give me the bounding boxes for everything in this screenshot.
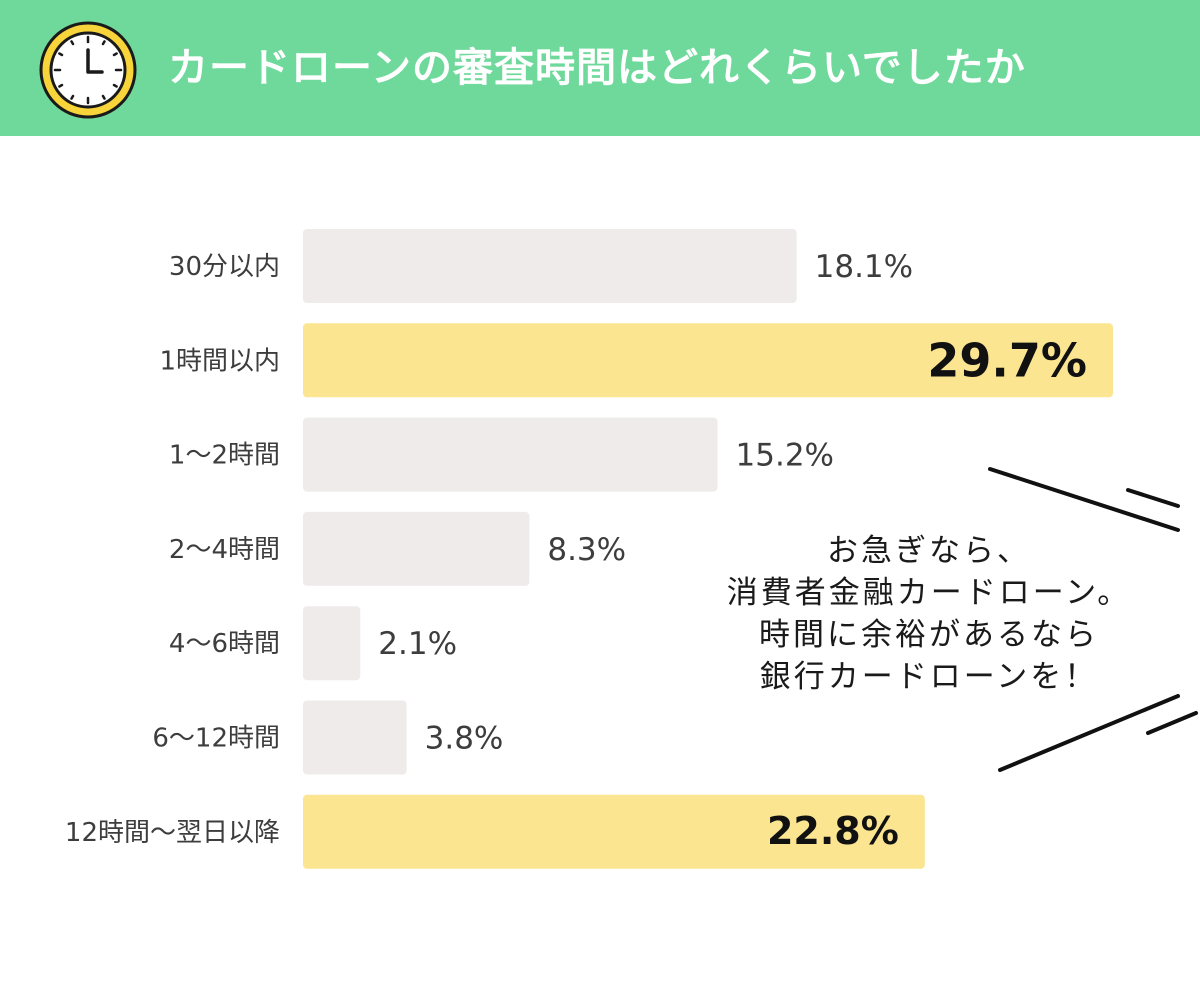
category-label: 1時間以内	[159, 346, 280, 376]
value-label: 22.8%	[767, 809, 899, 853]
bar	[303, 229, 797, 303]
category-label: 30分以内	[169, 252, 280, 282]
chart-title: カードローンの審査時間はどれくらいでしたか	[168, 45, 1026, 91]
bar	[303, 511, 530, 586]
header-banner: カードローンの審査時間はどれくらいでしたか	[0, 0, 1200, 136]
category-label: 12時間〜翌日以降	[65, 818, 280, 848]
value-label: 29.7%	[927, 333, 1087, 387]
category-label: 1〜2時間	[169, 441, 280, 471]
value-label: 8.3%	[547, 532, 626, 568]
bar	[303, 606, 361, 681]
bar	[303, 417, 718, 492]
callout-line: 銀行カードローンを！	[759, 659, 1099, 695]
callout-line: 時間に余裕があるなら	[759, 617, 1099, 653]
category-label: 4〜6時間	[169, 629, 280, 659]
value-label: 18.1%	[815, 249, 913, 285]
value-label: 15.2%	[736, 438, 834, 474]
category-label: 6〜12時間	[152, 724, 280, 754]
value-label: 2.1%	[378, 626, 457, 662]
bar-chart: 30分以内 18.1% 1時間以内 29.7% 1〜2時間 15.2% 2〜4時間 8.3% 4…	[65, 229, 1113, 869]
callout-note: お急ぎなら、 消費者金融カードローン。 時間に余裕があるなら 銀行カードローンを…	[686, 530, 1172, 698]
callout-line: お急ぎなら、	[827, 533, 1031, 569]
bar	[303, 794, 925, 869]
callout-line: 消費者金融カードローン。	[726, 575, 1132, 611]
bar	[303, 700, 407, 775]
category-label: 2〜4時間	[169, 535, 280, 565]
value-label: 3.8%	[425, 721, 504, 757]
clock-icon	[39, 21, 137, 119]
bar	[303, 323, 1113, 398]
